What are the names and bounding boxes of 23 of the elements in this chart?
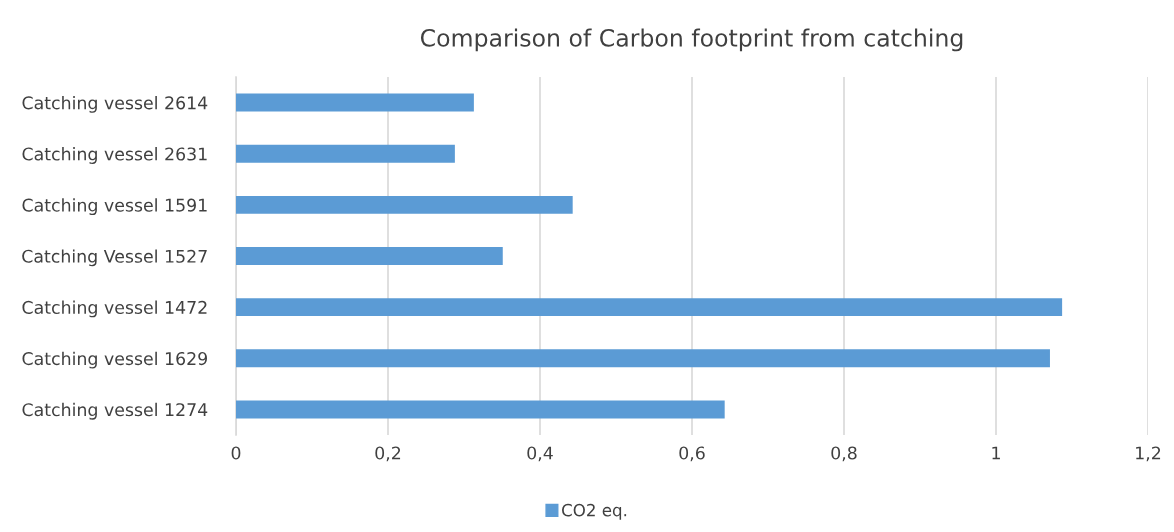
x-tick-label: 0,8: [831, 446, 857, 462]
y-tick-label: Catching vessel 1629: [22, 351, 207, 369]
y-tick-label: Catching vessel 2614: [22, 95, 208, 113]
y-tick-label: Catching vessel 1591: [22, 198, 207, 216]
y-tick-label: Catching vessel 1472: [22, 300, 207, 318]
x-tick-label: 0,2: [375, 446, 401, 462]
y-tick-label: Catching vessel 1274: [22, 402, 208, 420]
bar: [236, 144, 455, 163]
legend-label: CO2 eq.: [562, 503, 627, 520]
x-tick-label: 1,2: [1136, 446, 1161, 462]
bar: [236, 400, 725, 419]
x-tick-label: 1: [992, 446, 1000, 460]
x-tick-label: 0: [231, 446, 241, 460]
bar: [236, 298, 1063, 317]
bar: [236, 93, 474, 112]
x-tick-label: 0,4: [527, 446, 553, 462]
bar: [236, 247, 503, 265]
y-tick-label: Catching vessel 2631: [22, 147, 207, 164]
y-tick-label: Catching Vessel 1527: [22, 249, 207, 267]
x-tick-label: 0,6: [679, 446, 705, 462]
bar: [236, 195, 573, 214]
bar: [236, 349, 1050, 368]
chart-title: Comparison of Carbon footprint from catching: [420, 28, 963, 52]
